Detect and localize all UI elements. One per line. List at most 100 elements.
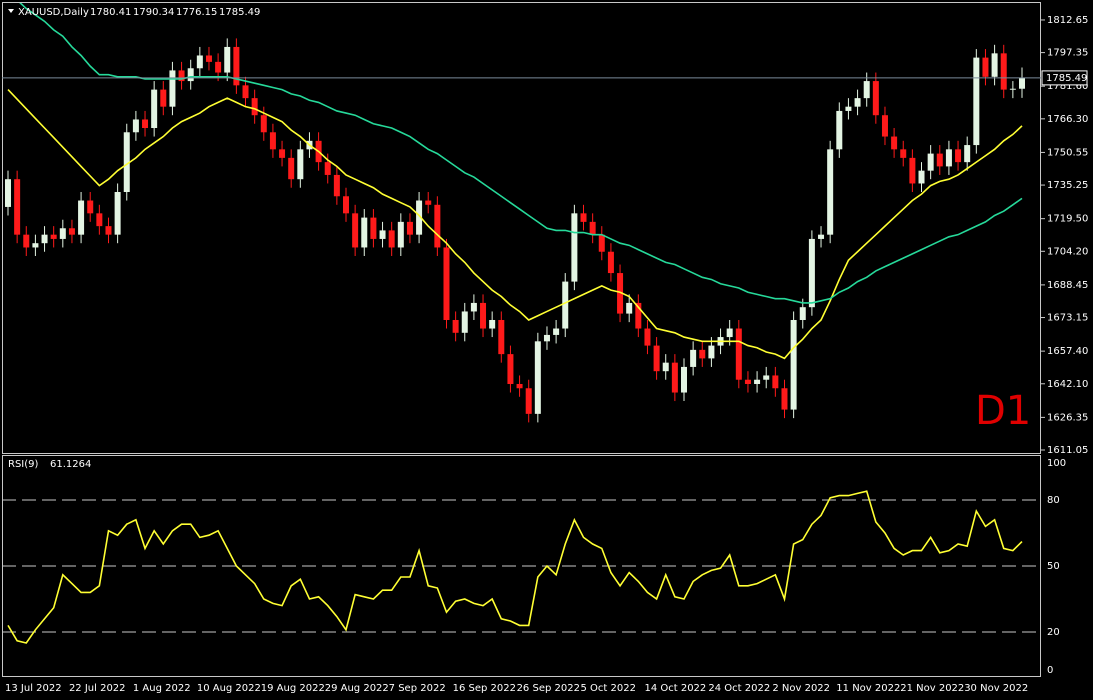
candle-body — [900, 149, 907, 158]
candle-body — [242, 85, 249, 99]
y-tick-label: 100 — [1047, 458, 1066, 469]
candle-body — [5, 179, 11, 207]
candle-body — [160, 89, 167, 107]
candle-body — [790, 319, 797, 410]
candle-body — [96, 213, 103, 227]
candle-body — [580, 213, 587, 222]
candle-body — [443, 247, 450, 320]
candle-body — [196, 55, 203, 69]
candle-body — [662, 362, 669, 372]
candle-body — [14, 179, 21, 235]
candle-body — [781, 388, 788, 410]
candle-body — [982, 57, 989, 77]
candle-body — [151, 89, 158, 129]
candle-body — [799, 307, 806, 320]
candle-body — [827, 149, 834, 235]
x-tick-label: 29 Aug 2022 — [325, 683, 389, 694]
candle-body — [735, 328, 742, 380]
candle-body — [233, 46, 240, 86]
candle-body — [708, 345, 715, 359]
candle-body — [343, 196, 349, 214]
candle-body — [105, 226, 112, 235]
candle-body — [818, 234, 825, 239]
candle-body — [891, 136, 898, 150]
candle-body — [251, 98, 258, 116]
candle-body — [516, 383, 523, 389]
candle-body — [534, 341, 541, 414]
candle-body — [269, 132, 276, 150]
menu-triangle[interactable] — [8, 9, 14, 13]
candle-body — [452, 319, 459, 333]
candle-body — [279, 149, 286, 158]
candle-body — [361, 217, 368, 248]
current-price-box — [1041, 70, 1088, 86]
y-tick-label: 1750.55 — [1047, 147, 1088, 158]
candle-body — [352, 213, 359, 248]
candle-body — [945, 149, 952, 167]
y-tick-label: 0 — [1047, 665, 1053, 676]
candle-body — [114, 192, 121, 235]
candle-body — [205, 55, 212, 62]
x-tick-label: 5 Oct 2022 — [581, 683, 636, 694]
x-tick-label: 30 Nov 2022 — [964, 683, 1028, 694]
candle-body — [288, 157, 295, 180]
candle-body — [397, 221, 404, 248]
candle-body — [872, 81, 879, 116]
candle-body — [589, 221, 596, 235]
candle-body — [388, 230, 395, 248]
y-tick-label: 1735.25 — [1047, 180, 1088, 191]
candle-body — [1009, 88, 1016, 90]
candle-body — [699, 349, 706, 359]
candle-body — [1019, 77, 1025, 89]
candle-body — [41, 234, 48, 244]
candle-body — [653, 345, 660, 372]
candle-body — [681, 366, 687, 393]
rsi-label: RSI(9) — [8, 459, 39, 470]
candle-body — [434, 204, 441, 248]
candle-body — [333, 174, 340, 197]
candle-body — [927, 153, 934, 171]
y-tick-label: 1797.35 — [1047, 48, 1088, 59]
candle-body — [562, 281, 569, 329]
candle-body — [68, 228, 75, 235]
candle-body — [617, 273, 624, 314]
candle-body — [50, 234, 57, 239]
candle-body — [461, 311, 468, 333]
symbol-label: XAUUSD,Daily — [18, 7, 89, 18]
candle-body — [123, 132, 130, 193]
x-tick-label: 24 Oct 2022 — [708, 683, 770, 694]
y-tick-label: 1626.35 — [1047, 412, 1088, 423]
header-close: 1785.49 — [219, 7, 260, 18]
candle-body — [845, 106, 852, 111]
candle-body — [964, 145, 971, 163]
candle-body — [918, 170, 925, 184]
price-panel — [2, 3, 1041, 423]
candle-body — [671, 362, 678, 393]
candle-body — [87, 200, 94, 214]
candle-body — [543, 334, 550, 342]
candle-body — [23, 234, 30, 248]
candle-body — [936, 153, 943, 167]
moving-average-line — [7, 89, 1023, 360]
x-tick-label: 22 Jul 2022 — [69, 683, 126, 694]
y-tick-label: 1704.20 — [1047, 246, 1088, 257]
candle-body — [571, 213, 578, 282]
rsi-panel — [2, 490, 1041, 644]
candle-body — [635, 302, 642, 329]
candle-body — [863, 81, 870, 99]
candle-body — [1000, 53, 1007, 90]
candle-body — [881, 115, 888, 137]
main-panel-frame — [2, 2, 1041, 454]
candle-body — [973, 57, 980, 146]
candle-body — [754, 379, 761, 384]
y-tick-label: 1766.30 — [1047, 114, 1088, 125]
x-tick-label: 1 Aug 2022 — [133, 683, 191, 694]
candle-body — [406, 221, 413, 235]
candle-body — [178, 70, 185, 82]
candle-body — [215, 61, 222, 73]
candle-body — [808, 238, 815, 308]
candle-body — [626, 302, 633, 314]
candle-body — [854, 98, 861, 107]
y-tick-label: 1642.10 — [1047, 379, 1088, 390]
